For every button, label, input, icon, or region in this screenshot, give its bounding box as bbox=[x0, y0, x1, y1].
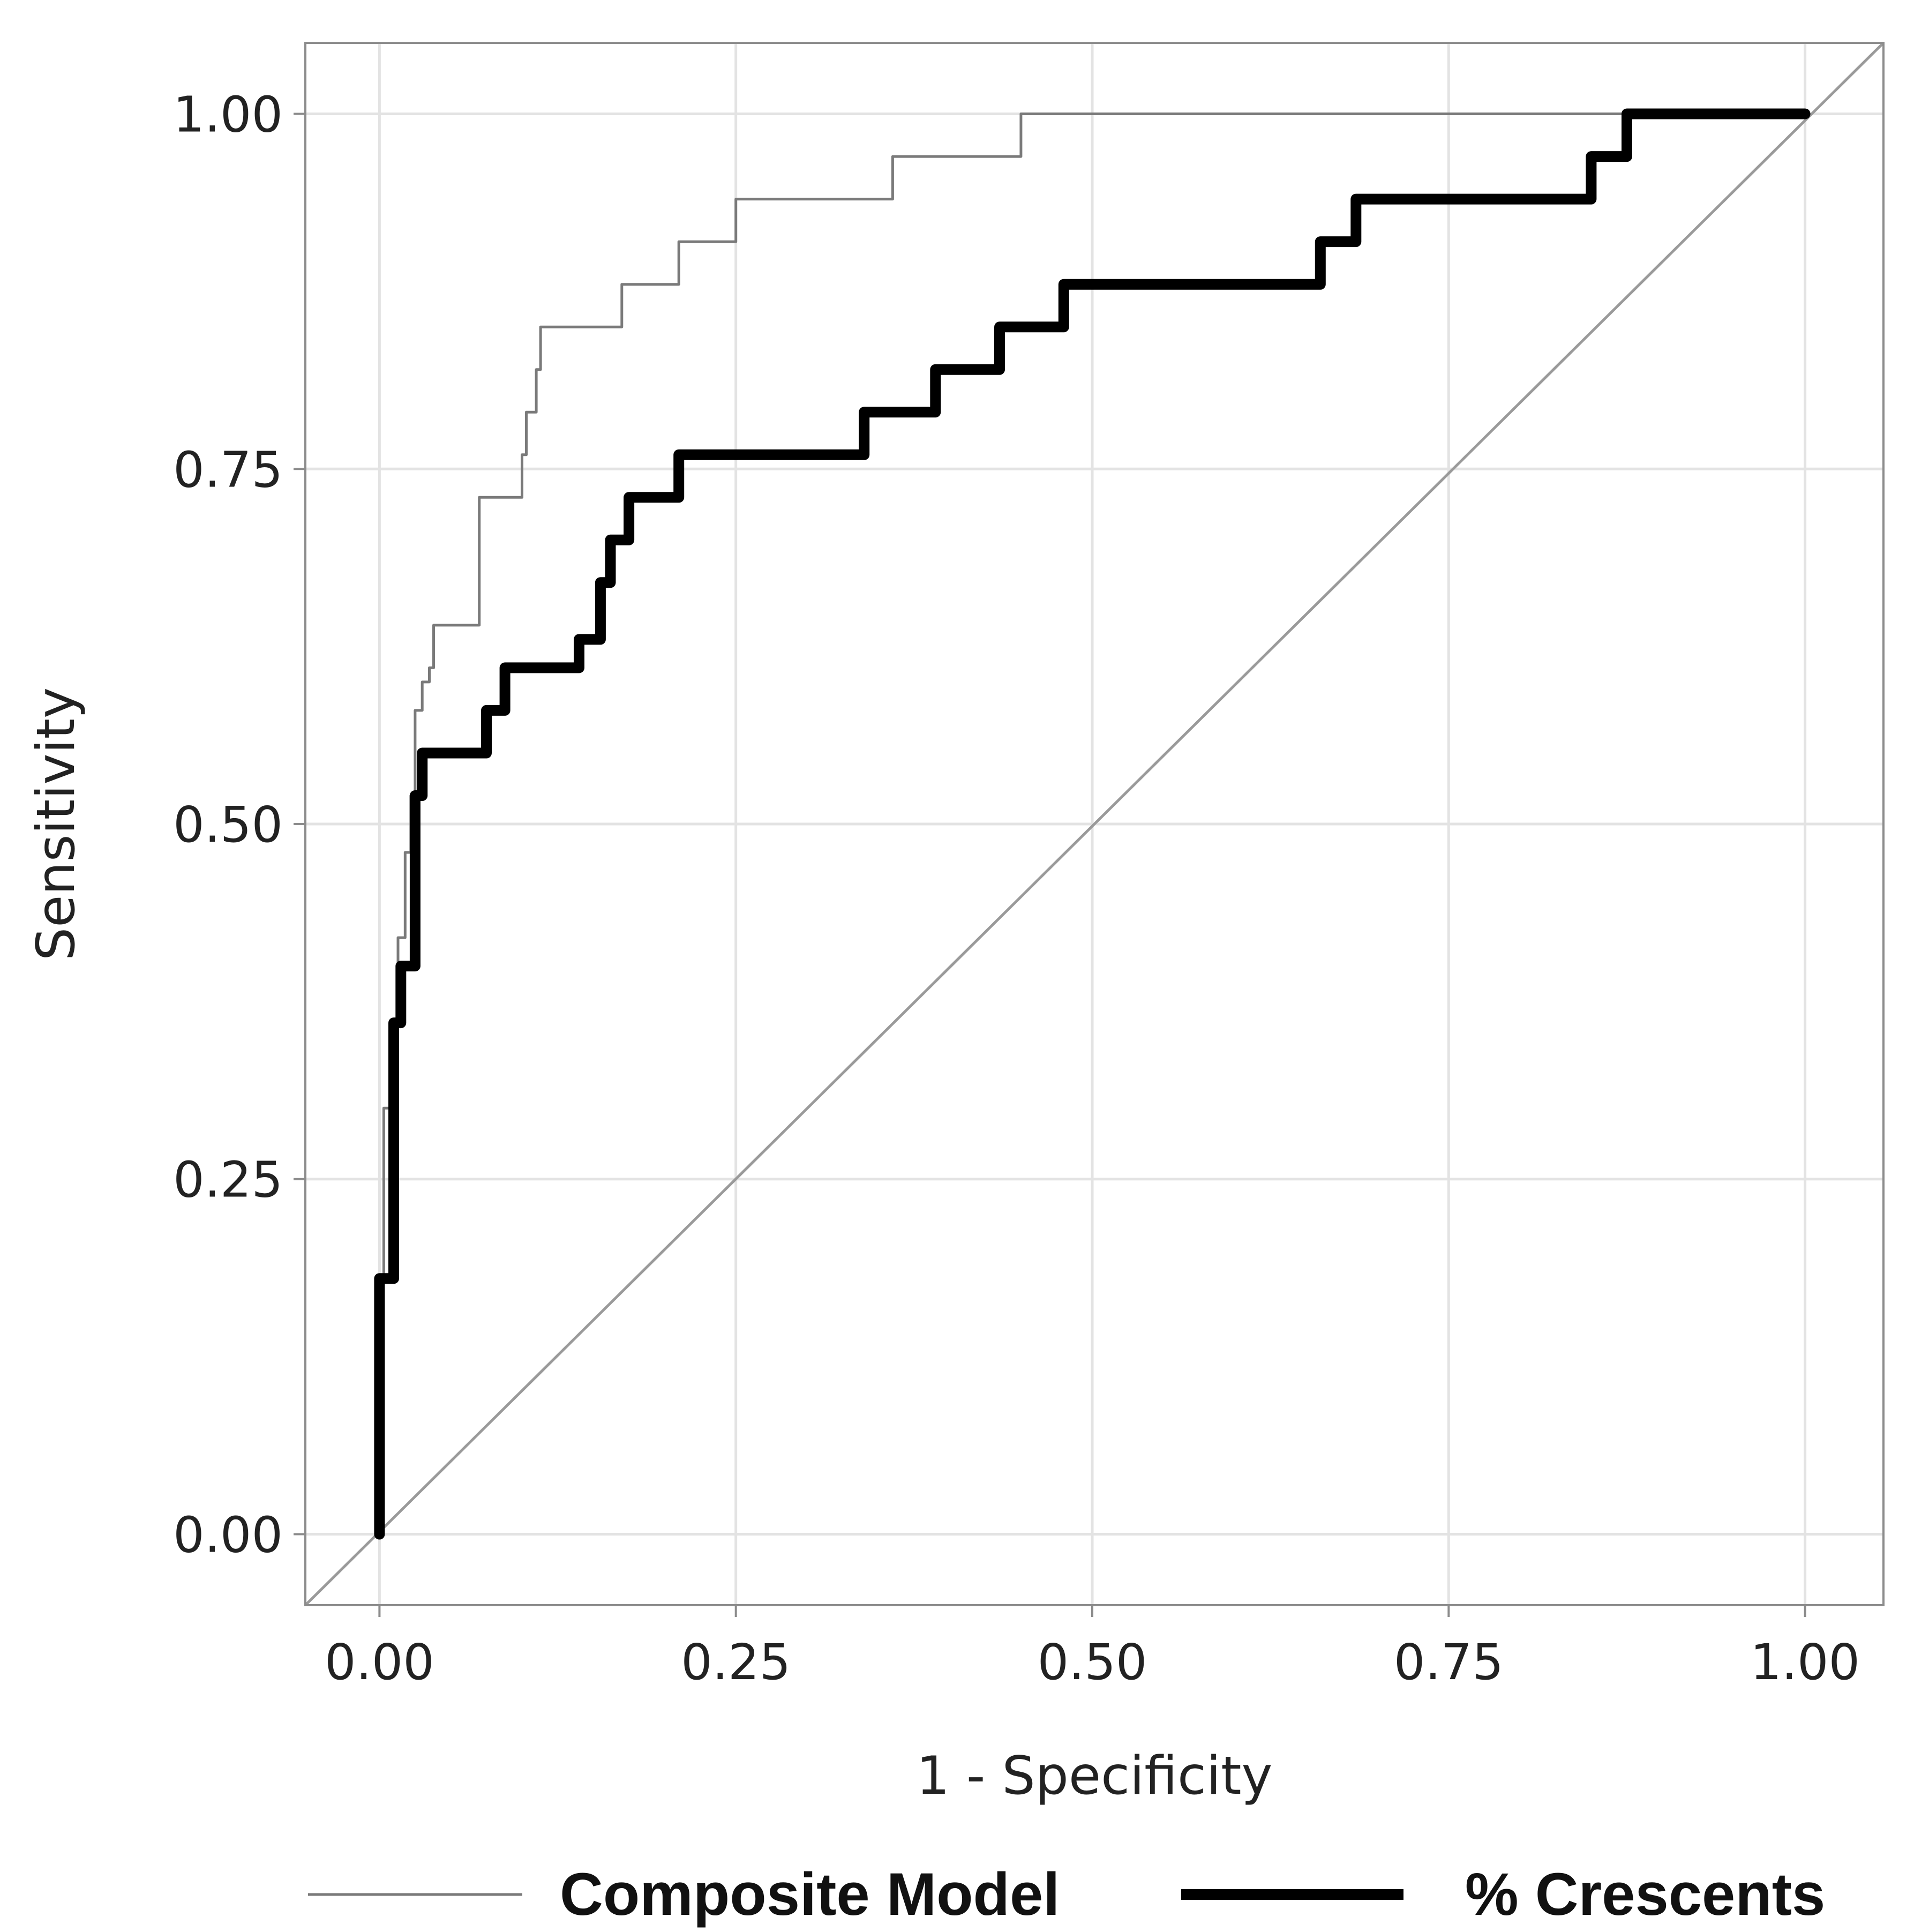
y-axis-ticks: 0.00 0.25 0.50 0.75 1.00 bbox=[173, 86, 305, 1563]
y-tick-label-1: 0.25 bbox=[173, 1151, 283, 1209]
chance-diagonal-line bbox=[305, 43, 1883, 1605]
y-tick-label-3: 0.75 bbox=[173, 441, 283, 498]
roc-curves bbox=[374, 108, 1811, 1540]
x-tick-label-4: 1.00 bbox=[1750, 1634, 1860, 1691]
roc-curve-crescents bbox=[374, 108, 1811, 1540]
x-tick-label-2: 0.50 bbox=[1038, 1634, 1147, 1691]
x-axis-ticks: 0.00 0.25 0.50 0.75 1.00 bbox=[325, 1605, 1860, 1691]
y-tick-label-0: 0.00 bbox=[173, 1506, 283, 1563]
x-axis-title: 1 - Specificity bbox=[916, 1746, 1272, 1807]
x-tick-label-1: 0.25 bbox=[681, 1634, 791, 1691]
y-tick-label-2: 0.50 bbox=[173, 796, 283, 853]
legend: Composite Model % Crescents bbox=[308, 1861, 1825, 1928]
y-tick-label-4: 1.00 bbox=[173, 86, 283, 144]
legend-label-composite-model: Composite Model bbox=[560, 1861, 1060, 1928]
x-tick-label-0: 0.00 bbox=[325, 1634, 434, 1691]
roc-curve-composite-model bbox=[378, 113, 1807, 1536]
x-tick-label-3: 0.75 bbox=[1394, 1634, 1504, 1691]
legend-label-crescents: % Crescents bbox=[1465, 1861, 1825, 1928]
y-axis-title: Sensitivity bbox=[26, 687, 87, 961]
